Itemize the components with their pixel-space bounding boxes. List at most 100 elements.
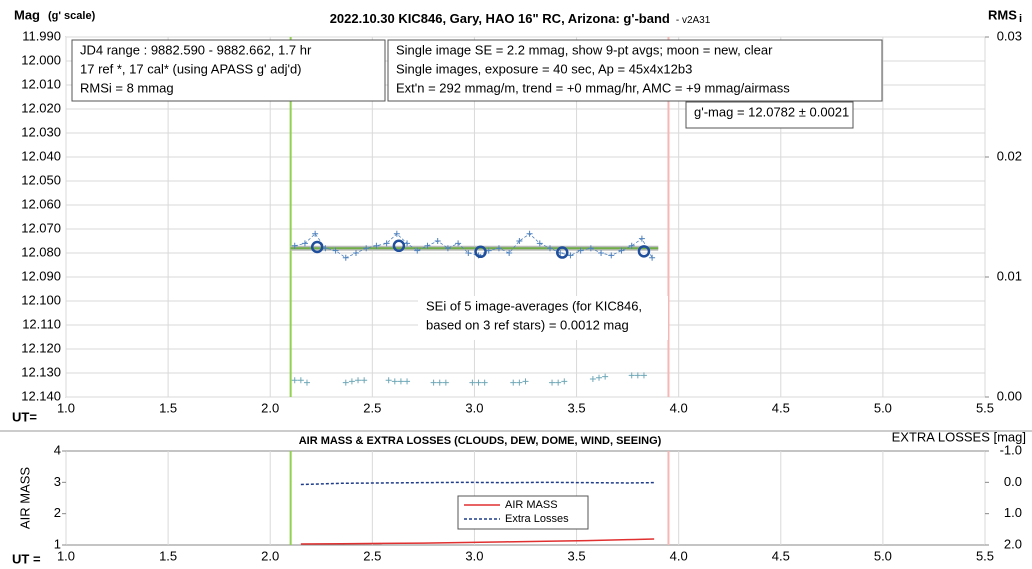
y-tick-label: 3 (54, 474, 61, 489)
data-point (634, 372, 641, 379)
x-tick-label: 4.0 (670, 548, 688, 563)
x-axis-label: UT = (12, 551, 41, 566)
data-point (567, 252, 574, 259)
annotation-text: JD4 range : 9882.590 - 9882.662, 1.7 hr (80, 42, 312, 57)
y-tick-label: 12.130 (21, 364, 61, 379)
chart-title: 2022.10.30 KIC846, Gary, HAO 16" RC, Ari… (330, 11, 711, 26)
data-point (465, 250, 472, 256)
y-tick-label: 12.050 (21, 172, 61, 187)
average-point (474, 245, 487, 259)
y2-axis-label: EXTRA LOSSES [mag] (892, 429, 1026, 444)
x-tick-label: 4.5 (772, 400, 790, 415)
data-point (481, 379, 488, 386)
x-tick-label: 4.5 (772, 548, 790, 563)
data-point (444, 245, 451, 252)
y-tick-label: 12.040 (21, 148, 61, 163)
y-tick-label: 12.000 (21, 52, 61, 67)
data-point (342, 379, 349, 386)
x-tick-label: 3.0 (465, 400, 483, 415)
data-point (516, 379, 523, 386)
y-tick-label: 11.990 (22, 28, 61, 43)
x-tick-label: 2.5 (363, 400, 381, 415)
data-point (602, 373, 609, 380)
y-tick-label: 12.010 (21, 76, 61, 91)
data-point (516, 238, 523, 244)
average-point (310, 240, 324, 254)
data-point (455, 240, 462, 247)
data-point (577, 247, 584, 254)
y-tick-label: 12.070 (21, 220, 61, 235)
legend-label: AIR MASS (505, 499, 558, 511)
annotation-text: 17 ref *, 17 cal* (using APASS g' adj'd) (80, 61, 302, 76)
data-point (510, 379, 517, 386)
x-tick-label: 2.0 (261, 400, 279, 415)
x-tick-label: 2.5 (363, 548, 381, 563)
y-tick-label: 2 (54, 505, 61, 520)
data-point (414, 247, 421, 254)
data-point (363, 245, 370, 252)
data-point (442, 379, 449, 386)
annotation-text: based on 3 ref stars) = 0.0012 mag (426, 317, 629, 332)
data-point (608, 252, 615, 259)
data-point (424, 242, 431, 249)
x-tick-label: 3.5 (568, 548, 586, 563)
data-point (536, 240, 543, 247)
x-tick-label: 1.0 (57, 548, 75, 563)
y2-tick-label: 1.0 (1004, 505, 1022, 520)
annotation-text: g'-mag = 12.0782 ± 0.0021 (694, 104, 849, 119)
data-point (393, 230, 400, 237)
y2-tick-label: 2.0 (1004, 536, 1022, 551)
annotation-box (387, 39, 883, 102)
data-point (342, 254, 349, 261)
x-tick-label: 3.5 (568, 400, 586, 415)
data-point (332, 247, 339, 254)
data-point (404, 378, 411, 385)
data-point (469, 379, 476, 386)
data-point (291, 377, 298, 384)
data-point (596, 374, 603, 381)
y2-tick-label: 0.01 (997, 268, 1022, 283)
data-point (436, 379, 443, 386)
y-tick-label: 12.080 (21, 244, 61, 259)
data-point (522, 378, 529, 385)
y2-tick-label: -1.0 (1000, 442, 1022, 457)
y2-axis-label-sub: i (1019, 13, 1022, 25)
data-point (628, 372, 635, 379)
y-tick-label: 12.020 (21, 100, 61, 115)
y-tick-label: 4 (54, 442, 61, 457)
y-tick-label: 12.110 (22, 316, 61, 331)
data-point (397, 378, 404, 385)
x-tick-label: 1.0 (57, 400, 75, 415)
data-point (322, 245, 329, 252)
data-point (373, 242, 380, 249)
x-tick-label: 4.0 (670, 400, 688, 415)
y-tick-label: 1 (54, 536, 61, 551)
annotation-text: Ext'n = 292 mmag/m, trend = +0 mmag/hr, … (396, 80, 790, 95)
y-tick-label: 12.120 (21, 340, 61, 355)
data-point (649, 254, 656, 261)
x-tick-label: 2.0 (261, 548, 279, 563)
y2-tick-label: 0.0 (1004, 474, 1022, 489)
title-main: 2022.10.30 KIC846, Gary, HAO 16" RC, Ari… (330, 11, 670, 26)
average-point (556, 246, 569, 259)
data-point (485, 247, 492, 254)
data-point (352, 250, 359, 256)
legend-box (457, 495, 589, 530)
data-point (297, 377, 304, 384)
average-point (637, 245, 651, 258)
data-point (638, 235, 645, 242)
data-point (549, 379, 556, 386)
data-point (430, 379, 437, 386)
y2-tick-label: 0.03 (997, 28, 1022, 43)
y-axis-label-sub: (g' scale) (48, 10, 96, 22)
annotation-box (71, 39, 386, 102)
data-point (640, 372, 647, 379)
data-point (383, 240, 390, 247)
data-point (301, 240, 308, 247)
average-point (392, 239, 406, 253)
data-point (555, 379, 562, 386)
data-point (355, 377, 362, 384)
y-tick-label: 12.030 (21, 124, 61, 139)
data-point (495, 245, 502, 252)
